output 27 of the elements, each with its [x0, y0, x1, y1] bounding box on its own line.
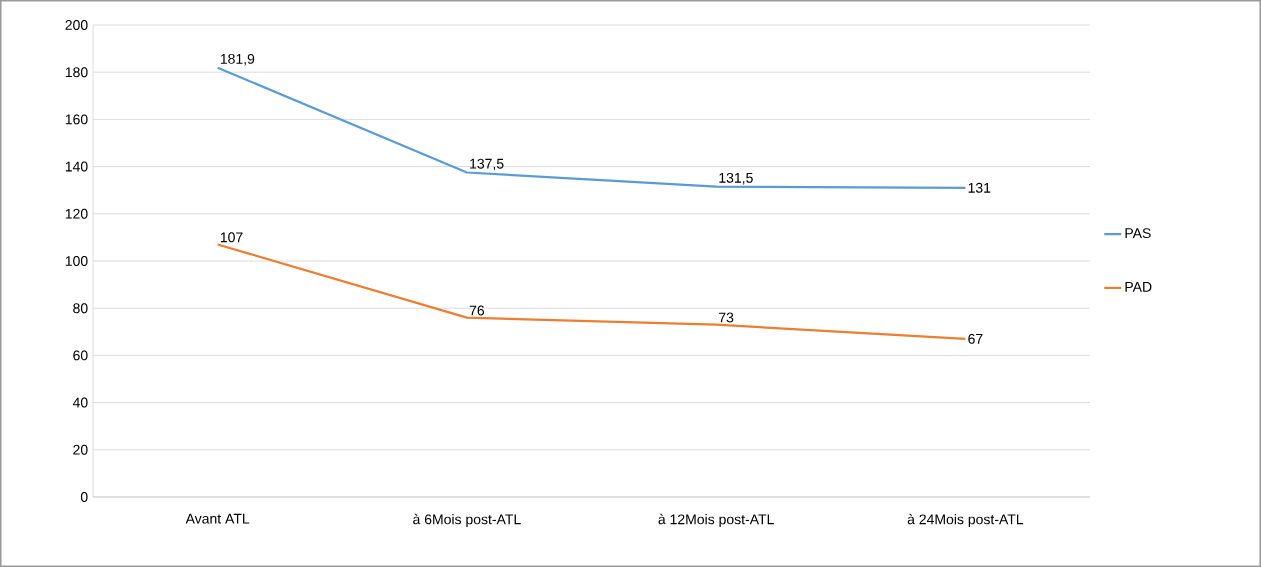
data-label: 181,9: [220, 53, 255, 66]
legend-label: PAS: [1125, 228, 1151, 239]
data-label: 76: [469, 305, 485, 316]
data-label: 67: [968, 333, 983, 344]
y-tick-label: 120: [65, 208, 88, 219]
y-tick-label: 100: [65, 256, 88, 266]
y-tick-label: 20: [73, 444, 88, 455]
x-tick-label: Avant ATL: [185, 513, 250, 524]
y-tick-label: 200: [65, 20, 88, 30]
x-tick-label: à 24Mois post-ATL: [907, 513, 1024, 528]
x-tick-label: à 12Mois post-ATL: [658, 513, 774, 528]
data-label: 131: [968, 182, 991, 193]
y-tick-label: 40: [72, 397, 88, 408]
data-label: 131,5: [719, 172, 753, 185]
x-tick-label: à 6Mois post-ATL: [413, 513, 521, 528]
y-tick-label: 0: [80, 492, 88, 502]
y-tick-label: 160: [65, 114, 88, 125]
line-series: [216, 66, 967, 189]
legend-label: PAD: [1125, 282, 1152, 292]
y-tick-label: 60: [73, 350, 88, 361]
y-tick-label: 80: [73, 303, 88, 314]
line-series: [216, 243, 967, 340]
y-tick-label: 140: [65, 161, 88, 172]
data-label: 137,5: [470, 158, 504, 171]
data-label: 73: [719, 312, 734, 323]
data-label: 107: [220, 232, 243, 243]
y-tick-label: 180: [65, 67, 88, 78]
